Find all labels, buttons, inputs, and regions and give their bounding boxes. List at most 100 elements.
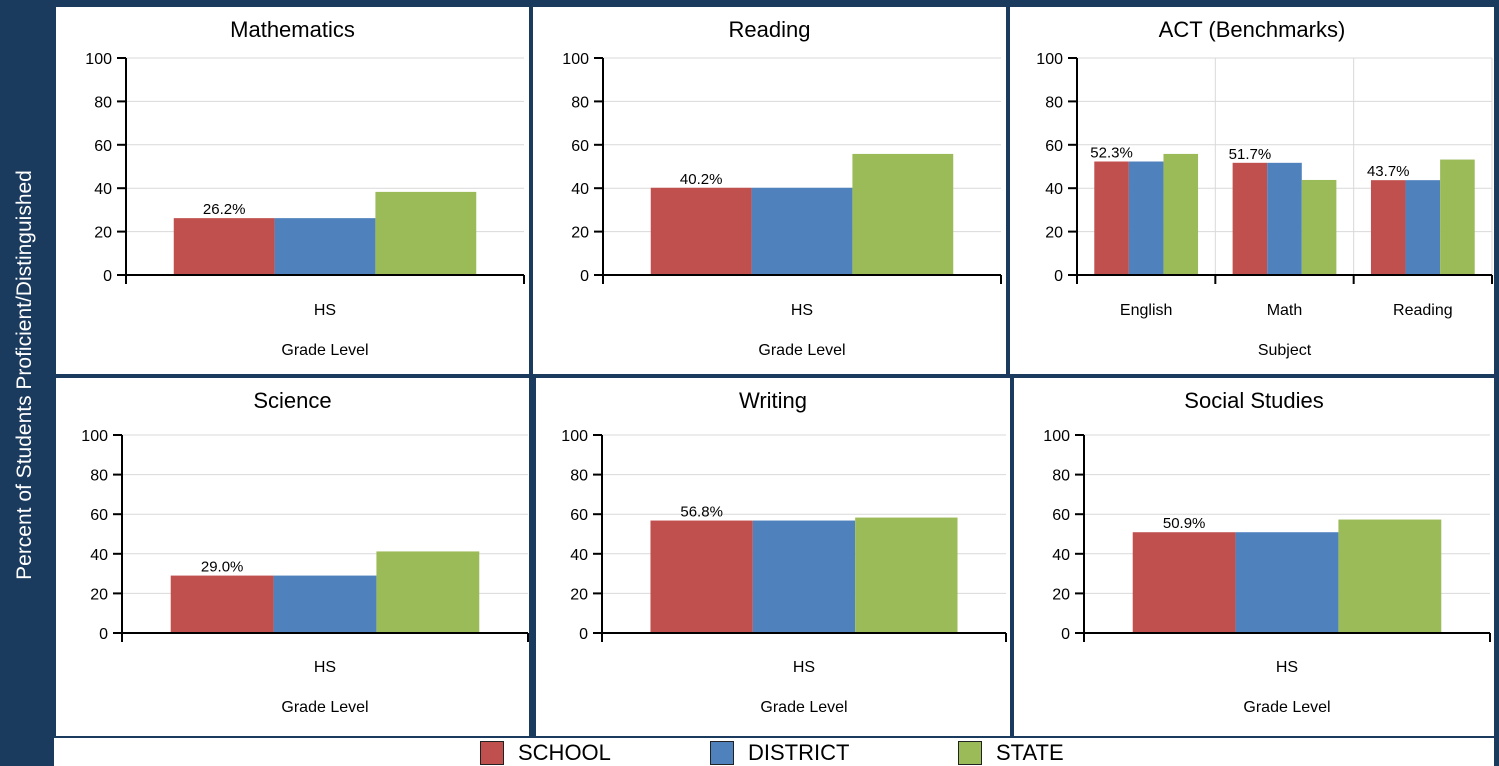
y-tick-label: 40 xyxy=(571,181,589,198)
bar-district-hs xyxy=(273,575,377,633)
bar-school-english xyxy=(1094,161,1129,275)
x-category-label: HS xyxy=(1276,659,1298,676)
data-label: 40.2% xyxy=(680,171,723,188)
bar-district-reading xyxy=(1405,180,1441,275)
bar-state-hs xyxy=(852,153,954,275)
bar-school-hs xyxy=(650,187,752,275)
data-label: 26.2% xyxy=(203,201,246,218)
data-label: 50.9% xyxy=(1163,515,1206,532)
x-axis-title: Grade Level xyxy=(1243,699,1330,716)
bar-state-hs xyxy=(376,551,480,633)
bar-state-hs xyxy=(855,517,958,633)
panel-reading: Reading 0 20 40 60 80 100 40.2% HS Grade Level xyxy=(533,7,1006,374)
data-label: 29.0% xyxy=(201,559,244,576)
y-axis-band: Percent of Students Proficient/Distingui… xyxy=(0,0,50,766)
panel-title: Reading xyxy=(728,17,811,42)
y-tick-label: 100 xyxy=(561,428,588,445)
y-tick-label: 40 xyxy=(1045,181,1063,198)
legend-label: STATE xyxy=(996,740,1064,765)
bar-district-math xyxy=(1267,162,1302,275)
y-tick-label: 20 xyxy=(1052,586,1070,603)
y-tick-label: 100 xyxy=(562,51,589,68)
data-label: 43.7% xyxy=(1367,163,1410,180)
y-tick-label: 40 xyxy=(90,547,108,564)
legend-swatch xyxy=(710,741,734,765)
panel-social-studies: Social Studies 0 20 40 60 80 100 50.9% HS Grade … xyxy=(1014,378,1494,736)
panel-title: Mathematics xyxy=(230,17,355,42)
bar-school-hs xyxy=(173,218,275,275)
y-tick-label: 0 xyxy=(1061,626,1070,643)
panel-title: Social Studies xyxy=(1184,388,1324,413)
y-tick-label: 80 xyxy=(1052,468,1070,485)
panel-title: ACT (Benchmarks) xyxy=(1158,17,1346,42)
x-axis-title: Grade Level xyxy=(758,342,845,359)
panel-writing: Writing 0 20 40 60 80 100 56.8% HS Grade Level xyxy=(536,378,1010,736)
legend-swatch xyxy=(480,741,504,765)
y-tick-label: 80 xyxy=(90,468,108,485)
y-tick-label: 20 xyxy=(94,225,112,242)
y-tick-label: 100 xyxy=(1043,428,1070,445)
legend: SCHOOL DISTRICT STATE xyxy=(54,738,1494,766)
y-tick-label: 40 xyxy=(1052,547,1070,564)
data-label: 51.7% xyxy=(1229,146,1272,163)
bar-school-math xyxy=(1232,162,1268,275)
bar-district-hs xyxy=(751,187,853,275)
x-category-label: HS xyxy=(314,302,336,319)
legend-label: SCHOOL xyxy=(518,740,611,765)
bar-school-reading xyxy=(1370,180,1406,275)
legend-label: DISTRICT xyxy=(748,740,850,765)
y-tick-label: 100 xyxy=(1036,51,1063,68)
y-tick-label: 60 xyxy=(94,138,112,155)
bar-school-hs xyxy=(650,520,753,633)
chart-svg-writing: 0 20 40 60 80 100 56.8% HS Grade Level xyxy=(561,428,1007,716)
legend-item-school: SCHOOL xyxy=(480,740,611,766)
bar-school-hs xyxy=(170,575,274,633)
x-axis-title: Grade Level xyxy=(281,342,368,359)
y-axis-title: Percent of Students Proficient/Distingui… xyxy=(13,170,36,580)
bar-state-hs xyxy=(1338,519,1442,633)
legend-item-district: DISTRICT xyxy=(710,740,849,766)
bar-district-english xyxy=(1128,161,1164,275)
x-category-label: English xyxy=(1120,302,1172,319)
x-axis-title: Subject xyxy=(1258,342,1312,359)
legend-item-state: STATE xyxy=(958,740,1064,766)
y-tick-label: 0 xyxy=(580,268,589,285)
x-category-label: HS xyxy=(314,659,336,676)
y-tick-label: 40 xyxy=(94,181,112,198)
y-tick-label: 80 xyxy=(1045,94,1063,111)
y-tick-label: 20 xyxy=(1045,225,1063,242)
y-tick-label: 20 xyxy=(570,586,588,603)
x-category-label: Reading xyxy=(1393,302,1453,319)
x-axis-title: Grade Level xyxy=(281,699,368,716)
bar-district-hs xyxy=(752,520,856,633)
x-category-label: HS xyxy=(793,659,815,676)
bar-state-math xyxy=(1301,179,1337,275)
data-label: 56.8% xyxy=(680,504,723,521)
x-category-label: Math xyxy=(1267,302,1303,319)
y-tick-label: 60 xyxy=(1052,507,1070,524)
chart-svg-act: 0 20 40 60 80 100 52.3% English 51.7% Math 43.7% Re… xyxy=(1036,51,1493,359)
y-tick-label: 0 xyxy=(103,268,112,285)
panel-act-benchmarks: ACT (Benchmarks) 0 20 40 60 80 100 52.3% Englis… xyxy=(1010,7,1494,374)
chart-svg-science: 0 20 40 60 80 100 29.0% HS Grade Level xyxy=(81,428,529,716)
bar-school-hs xyxy=(1132,532,1236,633)
y-tick-label: 100 xyxy=(85,51,112,68)
y-tick-label: 100 xyxy=(81,428,108,445)
y-tick-label: 60 xyxy=(90,507,108,524)
bar-state-hs xyxy=(375,191,477,275)
x-axis-title: Grade Level xyxy=(760,699,847,716)
chart-svg-social-studies: 0 20 40 60 80 100 50.9% HS Grade Level xyxy=(1043,428,1491,716)
y-tick-label: 80 xyxy=(570,468,588,485)
y-tick-label: 40 xyxy=(570,547,588,564)
y-tick-label: 20 xyxy=(571,225,589,242)
data-label: 52.3% xyxy=(1090,145,1133,162)
chart-svg-mathematics: 0 20 40 60 80 100 26.2% HS Grade Level xyxy=(85,51,525,359)
bar-district-hs xyxy=(274,218,376,275)
bar-state-english xyxy=(1163,153,1199,275)
legend-swatch xyxy=(958,741,982,765)
y-tick-label: 60 xyxy=(570,507,588,524)
panel-science: Science 0 20 40 60 80 100 29.0% HS Grade Level xyxy=(56,378,529,736)
y-tick-label: 20 xyxy=(90,586,108,603)
y-tick-label: 0 xyxy=(99,626,108,643)
chart-svg-reading: 0 20 40 60 80 100 40.2% HS Grade Level xyxy=(562,51,1002,359)
